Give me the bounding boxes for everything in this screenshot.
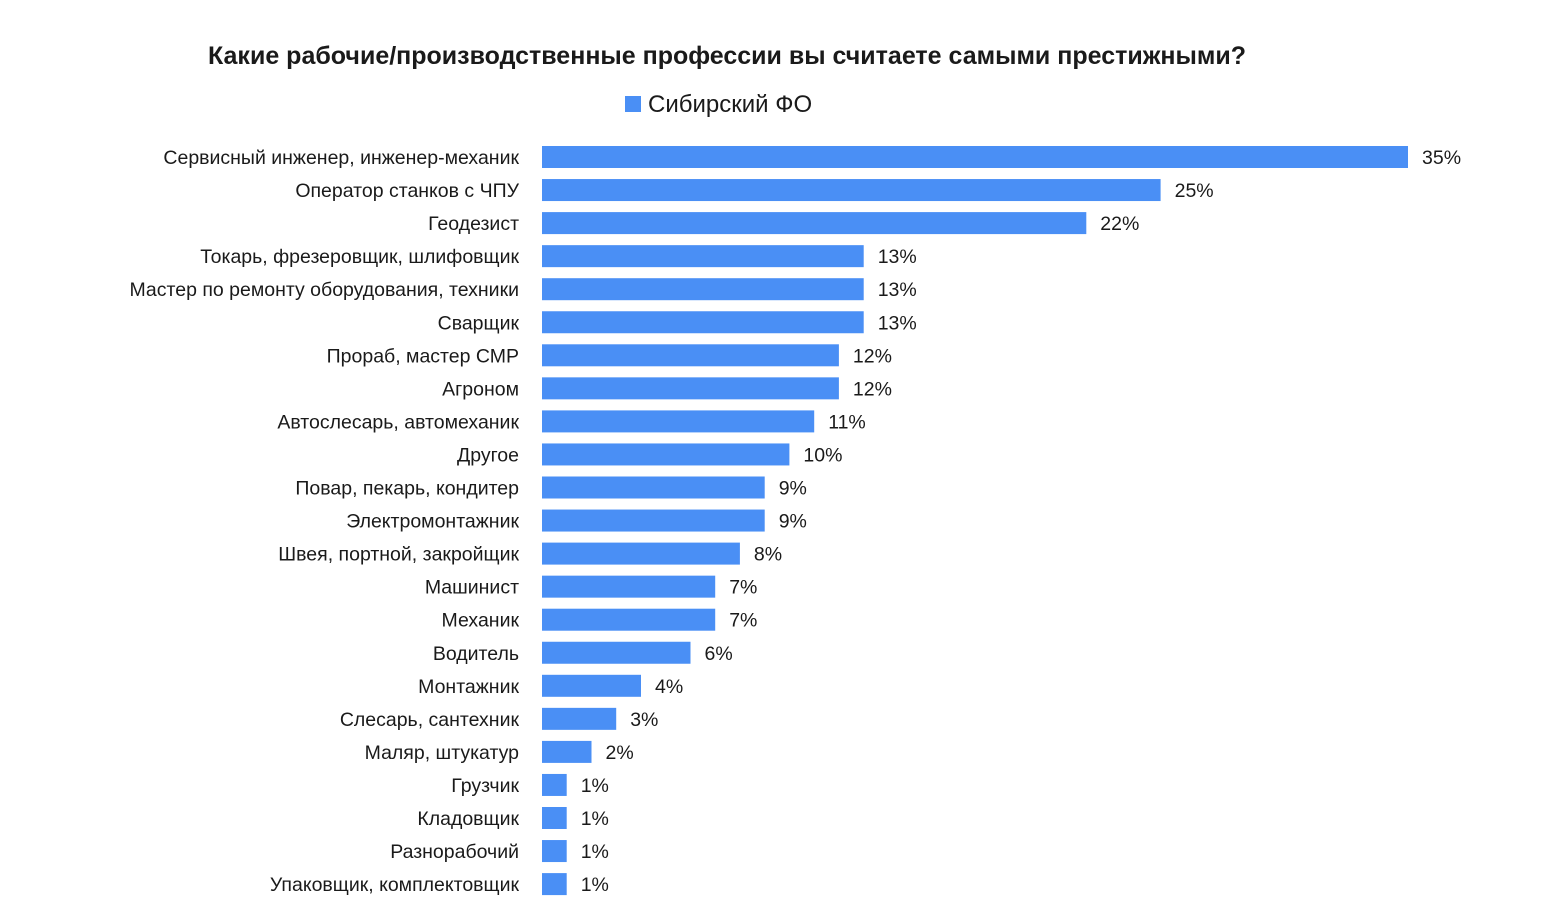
data-label: 7% [729, 577, 757, 599]
bar [542, 179, 1161, 202]
data-label: 1% [581, 775, 609, 797]
bar [542, 245, 864, 268]
category-label: Кладовщик [417, 808, 519, 830]
bar [542, 212, 1087, 235]
bar [542, 674, 641, 697]
category-label: Швея, портной, закройщик [278, 544, 519, 566]
bar [542, 641, 691, 664]
category-label: Геодезист [428, 213, 519, 235]
category-label: Сервисный инженер, инженер-механик [163, 147, 519, 169]
data-label: 1% [581, 808, 609, 830]
data-label: 10% [803, 444, 842, 466]
data-label: 9% [779, 478, 807, 500]
bars [542, 146, 1408, 896]
data-label: 1% [581, 874, 609, 896]
data-label: 25% [1175, 180, 1214, 202]
bar [542, 509, 765, 532]
data-label: 22% [1100, 213, 1139, 235]
value-labels: 35% 25% 22% 13% 13% 13% 12% 12% 11% 10% 9% 9% 8% 7% 7%… [581, 147, 1461, 896]
category-labels: Сервисный инженер, инженер-механик Операт… [129, 147, 519, 896]
data-label: 35% [1422, 147, 1461, 169]
category-label: Грузчик [451, 775, 519, 797]
category-label: Агроном [442, 378, 519, 400]
data-label: 6% [705, 643, 733, 665]
category-label: Механик [442, 610, 520, 632]
bar [542, 773, 567, 796]
category-label: Монтажник [418, 676, 519, 698]
category-label: Слесарь, сантехник [340, 709, 520, 731]
data-label: 13% [878, 312, 917, 334]
data-label: 12% [853, 378, 892, 400]
category-label: Электромонтажник [346, 511, 519, 533]
legend: Сибирский ФО [625, 91, 812, 118]
category-label: Машинист [425, 577, 519, 599]
data-label: 13% [878, 279, 917, 301]
data-label: 11% [828, 411, 866, 433]
category-label: Сварщик [438, 312, 520, 334]
bar [542, 873, 567, 896]
category-label: Другое [457, 444, 519, 466]
category-label: Оператор станков с ЧПУ [295, 180, 519, 202]
category-label: Мастер по ремонту оборудования, техники [129, 279, 519, 301]
bar [542, 410, 815, 433]
category-label: Разнорабочий [390, 841, 519, 863]
bar [542, 377, 839, 400]
data-label: 4% [655, 676, 683, 698]
bar [542, 707, 617, 730]
data-label: 1% [581, 841, 609, 863]
category-label: Водитель [433, 643, 519, 665]
bar [542, 807, 567, 829]
data-label: 2% [606, 742, 634, 764]
bar [542, 146, 1408, 168]
data-label: 13% [878, 246, 917, 268]
data-label: 8% [754, 544, 782, 566]
bar [542, 575, 716, 598]
category-label: Повар, пекарь, кондитер [295, 478, 519, 500]
legend-label: Сибирский ФО [648, 91, 812, 118]
bar [542, 344, 839, 367]
category-label: Маляр, штукатур [365, 742, 520, 764]
data-label: 9% [779, 511, 807, 533]
bar [542, 840, 567, 863]
bar [542, 608, 716, 631]
category-label: Автослесарь, автомеханик [277, 411, 519, 433]
bar [542, 278, 864, 301]
bar [542, 443, 790, 466]
category-label: Токарь, фрезеровщик, шлифовщик [200, 246, 519, 268]
data-label: 12% [853, 345, 892, 367]
bar [542, 542, 740, 565]
bar [542, 476, 765, 499]
category-label: Прораб, мастер СМР [327, 345, 519, 367]
legend-swatch [625, 96, 641, 112]
data-label: 3% [630, 709, 658, 731]
bar [542, 740, 592, 763]
chart-title: Какие рабочие/производственные профессии… [208, 42, 1246, 70]
category-label: Упаковщик, комплектовщик [270, 874, 520, 896]
data-label: 7% [729, 610, 757, 632]
bar [542, 311, 864, 334]
